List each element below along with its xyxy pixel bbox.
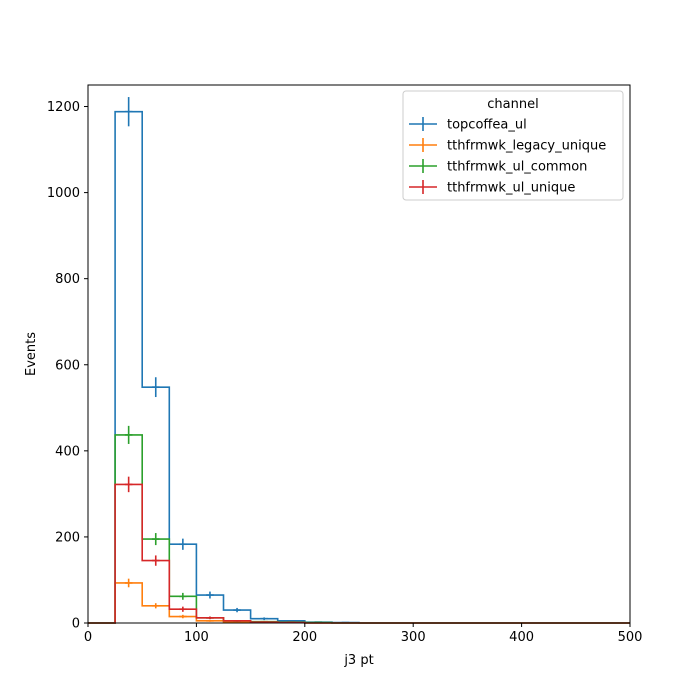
x-tick-label: 0 xyxy=(84,630,92,645)
legend-label: tthfrmwk_ul_common xyxy=(447,160,587,175)
y-axis: 0 200 400 600 800 1000 1200 xyxy=(47,100,88,632)
x-tick-label: 100 xyxy=(184,630,209,645)
plot-frame xyxy=(87,84,631,624)
legend: channel topcoffea_ul tthfrmwk_legacy_uniq… xyxy=(402,90,624,201)
y-tick-label: 600 xyxy=(55,358,80,373)
x-tick-label: 200 xyxy=(292,630,317,645)
x-axis-label: j3 pt xyxy=(343,653,373,668)
legend-entries: topcoffea_ul tthfrmwk_legacy_uniquetthfrm… xyxy=(409,117,606,196)
legend-entry: tthfrmwk_ul_unique xyxy=(409,180,575,196)
legend-label: tthfrmwk_ul_unique xyxy=(447,181,575,196)
y-axis-label: Events xyxy=(24,332,39,376)
x-tick-label: 500 xyxy=(618,630,643,645)
legend-entry: tthfrmwk_ul_common xyxy=(409,159,587,175)
y-tick-label: 1000 xyxy=(47,186,80,201)
legend-entry: tthfrmwk_legacy_unique xyxy=(409,138,606,154)
legend-title: channel xyxy=(487,97,538,112)
x-tick-label: 400 xyxy=(509,630,534,645)
legend-label: tthfrmwk_legacy_unique xyxy=(447,139,606,154)
legend-label: topcoffea_ul xyxy=(447,118,527,133)
legend-entry: topcoffea_ul xyxy=(409,117,527,133)
y-tick-label: 400 xyxy=(55,444,80,459)
y-tick-label: 800 xyxy=(55,272,80,287)
y-tick-label: 0 xyxy=(72,617,80,632)
legend-frame xyxy=(402,90,624,201)
x-axis: 0 100 200 300 400 500 xyxy=(84,623,643,645)
y-tick-label: 200 xyxy=(55,530,80,545)
y-tick-label: 1200 xyxy=(47,100,80,115)
x-tick-label: 300 xyxy=(401,630,426,645)
